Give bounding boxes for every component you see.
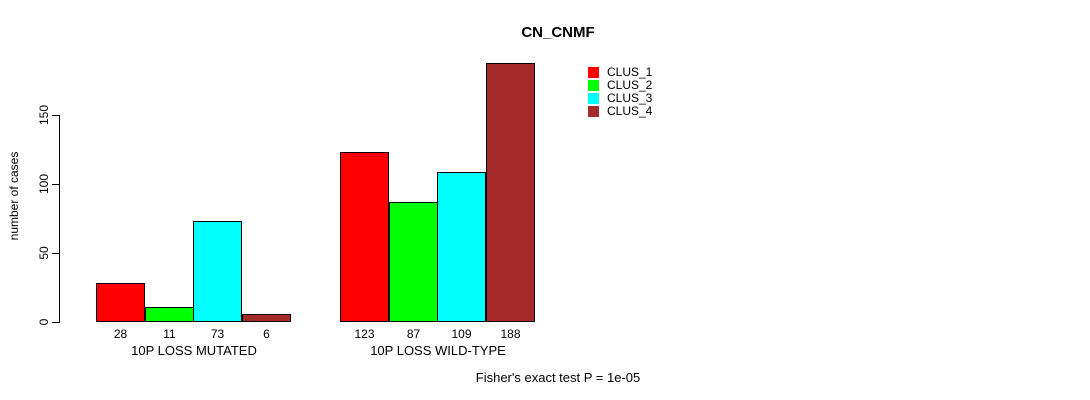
bar-value-label: 6 bbox=[263, 327, 270, 341]
y-tick bbox=[52, 184, 59, 185]
y-tick bbox=[52, 115, 59, 116]
legend-swatch-clus-3 bbox=[588, 93, 599, 104]
bar-clus-3-10p-loss-wild-type bbox=[437, 172, 486, 322]
y-axis-line bbox=[59, 115, 60, 323]
bar-clus-3-10p-loss-mutated bbox=[193, 221, 242, 322]
bar-value-label: 123 bbox=[354, 327, 375, 341]
legend-label: CLUS_3 bbox=[607, 91, 653, 105]
legend-swatch-clus-4 bbox=[588, 106, 599, 117]
legend-swatch-clus-1 bbox=[588, 67, 599, 78]
bar-clus-2-10p-loss-mutated bbox=[145, 307, 194, 322]
y-tick-label: 0 bbox=[37, 318, 51, 326]
y-tick bbox=[52, 253, 59, 254]
y-tick-label: 100 bbox=[37, 173, 51, 195]
y-tick bbox=[52, 322, 59, 323]
legend-item-clus-3: CLUS_3 bbox=[588, 92, 652, 105]
legend-item-clus-4: CLUS_4 bbox=[588, 105, 652, 118]
category-label-mutated: 10P LOSS MUTATED bbox=[131, 343, 257, 358]
bar-value-label: 73 bbox=[210, 327, 225, 341]
y-tick-label: 150 bbox=[37, 104, 51, 126]
legend-swatch-clus-2 bbox=[588, 80, 599, 91]
bar-value-label: 109 bbox=[451, 327, 472, 341]
bar-value-label: 28 bbox=[113, 327, 128, 341]
legend-label: CLUS_4 bbox=[607, 104, 653, 118]
chart-title: CN_CNMF bbox=[521, 24, 595, 41]
bar-value-label: 11 bbox=[163, 327, 176, 341]
bar-clus-4-10p-loss-wild-type bbox=[486, 63, 535, 322]
legend-label: CLUS_2 bbox=[607, 78, 653, 92]
bar-clus-1-10p-loss-mutated bbox=[96, 283, 145, 322]
bar-clus-1-10p-loss-wild-type bbox=[340, 152, 389, 322]
y-axis-label: number of cases bbox=[7, 151, 21, 241]
category-label-wild-type: 10P LOSS WILD-TYPE bbox=[370, 343, 506, 358]
bar-value-label: 87 bbox=[406, 327, 421, 341]
legend: CLUS_1 CLUS_2 CLUS_3 CLUS_4 bbox=[588, 66, 652, 118]
legend-item-clus-2: CLUS_2 bbox=[588, 79, 652, 92]
bar-clus-4-10p-loss-mutated bbox=[242, 314, 291, 322]
annotation-text: Fisher's exact test P = 1e-05 bbox=[475, 370, 641, 385]
legend-label: CLUS_1 bbox=[607, 65, 653, 79]
bar-value-label: 188 bbox=[500, 327, 521, 341]
bar-clus-2-10p-loss-wild-type bbox=[389, 202, 438, 322]
legend-item-clus-1: CLUS_1 bbox=[588, 66, 652, 79]
y-tick-label: 50 bbox=[37, 246, 51, 260]
